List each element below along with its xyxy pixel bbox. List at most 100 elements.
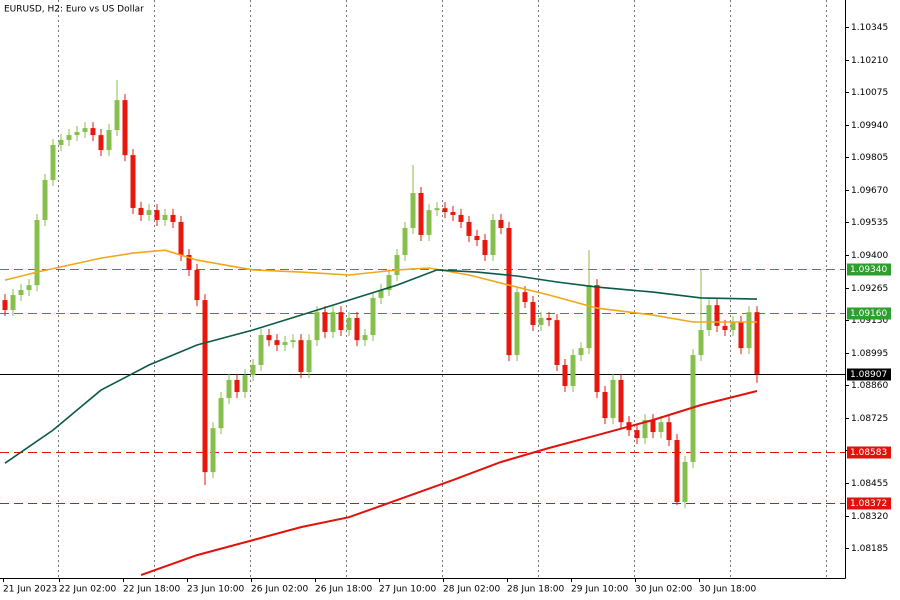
candle-body	[234, 379, 240, 393]
candle-body	[554, 320, 560, 365]
candle-body	[570, 355, 576, 386]
candle-body	[226, 379, 232, 399]
candle-body	[10, 295, 16, 310]
candle-body	[530, 302, 536, 325]
price-level-label: 1.08372	[850, 499, 887, 509]
candle-body	[666, 422, 672, 441]
candle-body	[578, 348, 584, 356]
y-tick-label: 1.08455	[851, 479, 888, 489]
candle-body	[306, 340, 312, 372]
y-tick-label: 1.09670	[851, 186, 888, 196]
candle-body	[730, 322, 736, 331]
price-level-box	[847, 446, 891, 459]
candle-body	[458, 214, 464, 222]
candle-body	[202, 300, 208, 473]
candle-body	[122, 100, 128, 156]
price-level-box	[847, 263, 891, 276]
x-tick-label: 26 Jun 18:00	[315, 585, 372, 595]
y-tick-label: 1.09400	[851, 251, 888, 261]
chart-title: EURUSD, H2: Euro vs US Dollar	[4, 5, 144, 15]
candle-body	[346, 317, 352, 331]
candle-body	[266, 335, 272, 341]
candle-body	[466, 221, 472, 236]
candle-body	[162, 214, 168, 221]
candle-body	[338, 312, 344, 331]
candle-body	[18, 289, 24, 296]
candle-body	[242, 375, 248, 393]
candle-body	[498, 220, 504, 228]
candle-body	[594, 285, 600, 393]
candle-body	[754, 312, 760, 374]
moving-average-line	[4, 269, 758, 464]
candle-body	[514, 292, 520, 356]
candle-body	[746, 312, 752, 349]
x-tick-label: 30 Jun 18:00	[699, 585, 756, 595]
y-tick-label: 1.10345	[851, 23, 888, 33]
x-tick-label: 22 Jun 18:00	[123, 585, 180, 595]
y-tick-label: 1.09940	[851, 121, 888, 131]
price-level-box	[847, 368, 891, 381]
candle-body	[290, 340, 296, 343]
candle-body	[258, 335, 264, 365]
candle-body	[642, 419, 648, 439]
candle-body	[170, 214, 176, 222]
candle-body	[394, 254, 400, 276]
candle-body	[26, 285, 32, 290]
candle-body	[106, 130, 112, 151]
candle-body	[178, 221, 184, 255]
candle-body	[658, 422, 664, 433]
y-tick-label: 1.09265	[851, 284, 888, 294]
candle-body	[42, 179, 48, 221]
candle-body	[66, 135, 72, 140]
candle-body	[522, 292, 528, 303]
candle-body	[330, 312, 336, 332]
candle-body	[250, 364, 256, 376]
price-level-label: 1.08583	[850, 448, 887, 458]
candle-body	[354, 317, 360, 341]
candle-body	[282, 342, 288, 345]
candle-body	[442, 208, 448, 213]
y-tick-label: 1.09535	[851, 218, 888, 228]
candle-body	[418, 192, 424, 235]
candle-body	[154, 210, 160, 221]
y-tick-label: 1.10210	[851, 56, 888, 66]
price-level-label: 1.09160	[850, 309, 887, 319]
x-tick-label: 22 Jun 02:00	[59, 585, 116, 595]
candle-body	[130, 155, 136, 208]
candle-body	[482, 240, 488, 255]
candle-body	[634, 430, 640, 439]
candle-body	[386, 275, 392, 290]
candle-body	[722, 325, 728, 331]
x-tick-label: 28 Jun 02:00	[443, 585, 500, 595]
price-level-label: 1.09340	[850, 265, 887, 275]
candle-body	[138, 207, 144, 215]
candle-body	[450, 212, 456, 215]
candle-body	[322, 312, 328, 332]
candle-body	[210, 428, 216, 473]
candle-body	[74, 131, 80, 136]
period-separators	[58, 0, 827, 578]
candle-body	[218, 398, 224, 429]
candle-body	[146, 210, 152, 215]
candle-body	[378, 289, 384, 298]
candle-body	[506, 227, 512, 356]
y-tick-label: 1.10075	[851, 88, 888, 98]
x-tick-label: 28 Jun 18:00	[507, 585, 564, 595]
moving-average-line	[4, 249, 757, 323]
candle-body	[586, 285, 592, 349]
candle-body	[706, 305, 712, 331]
y-tick-label: 1.08185	[851, 544, 888, 554]
candle-body	[714, 305, 720, 326]
x-tick-label: 21 Jun 2023	[3, 585, 57, 595]
candle-body	[738, 322, 744, 349]
candle-body	[434, 208, 440, 211]
y-tick-label: 1.08725	[851, 414, 888, 424]
candle-body	[2, 300, 8, 310]
candle-body	[114, 100, 120, 131]
y-tick-label: 1.09130	[851, 316, 888, 326]
candle-body	[90, 128, 96, 136]
candle-body	[410, 192, 416, 228]
candle-body	[402, 227, 408, 255]
y-tick-label: 1.09805	[851, 153, 888, 163]
